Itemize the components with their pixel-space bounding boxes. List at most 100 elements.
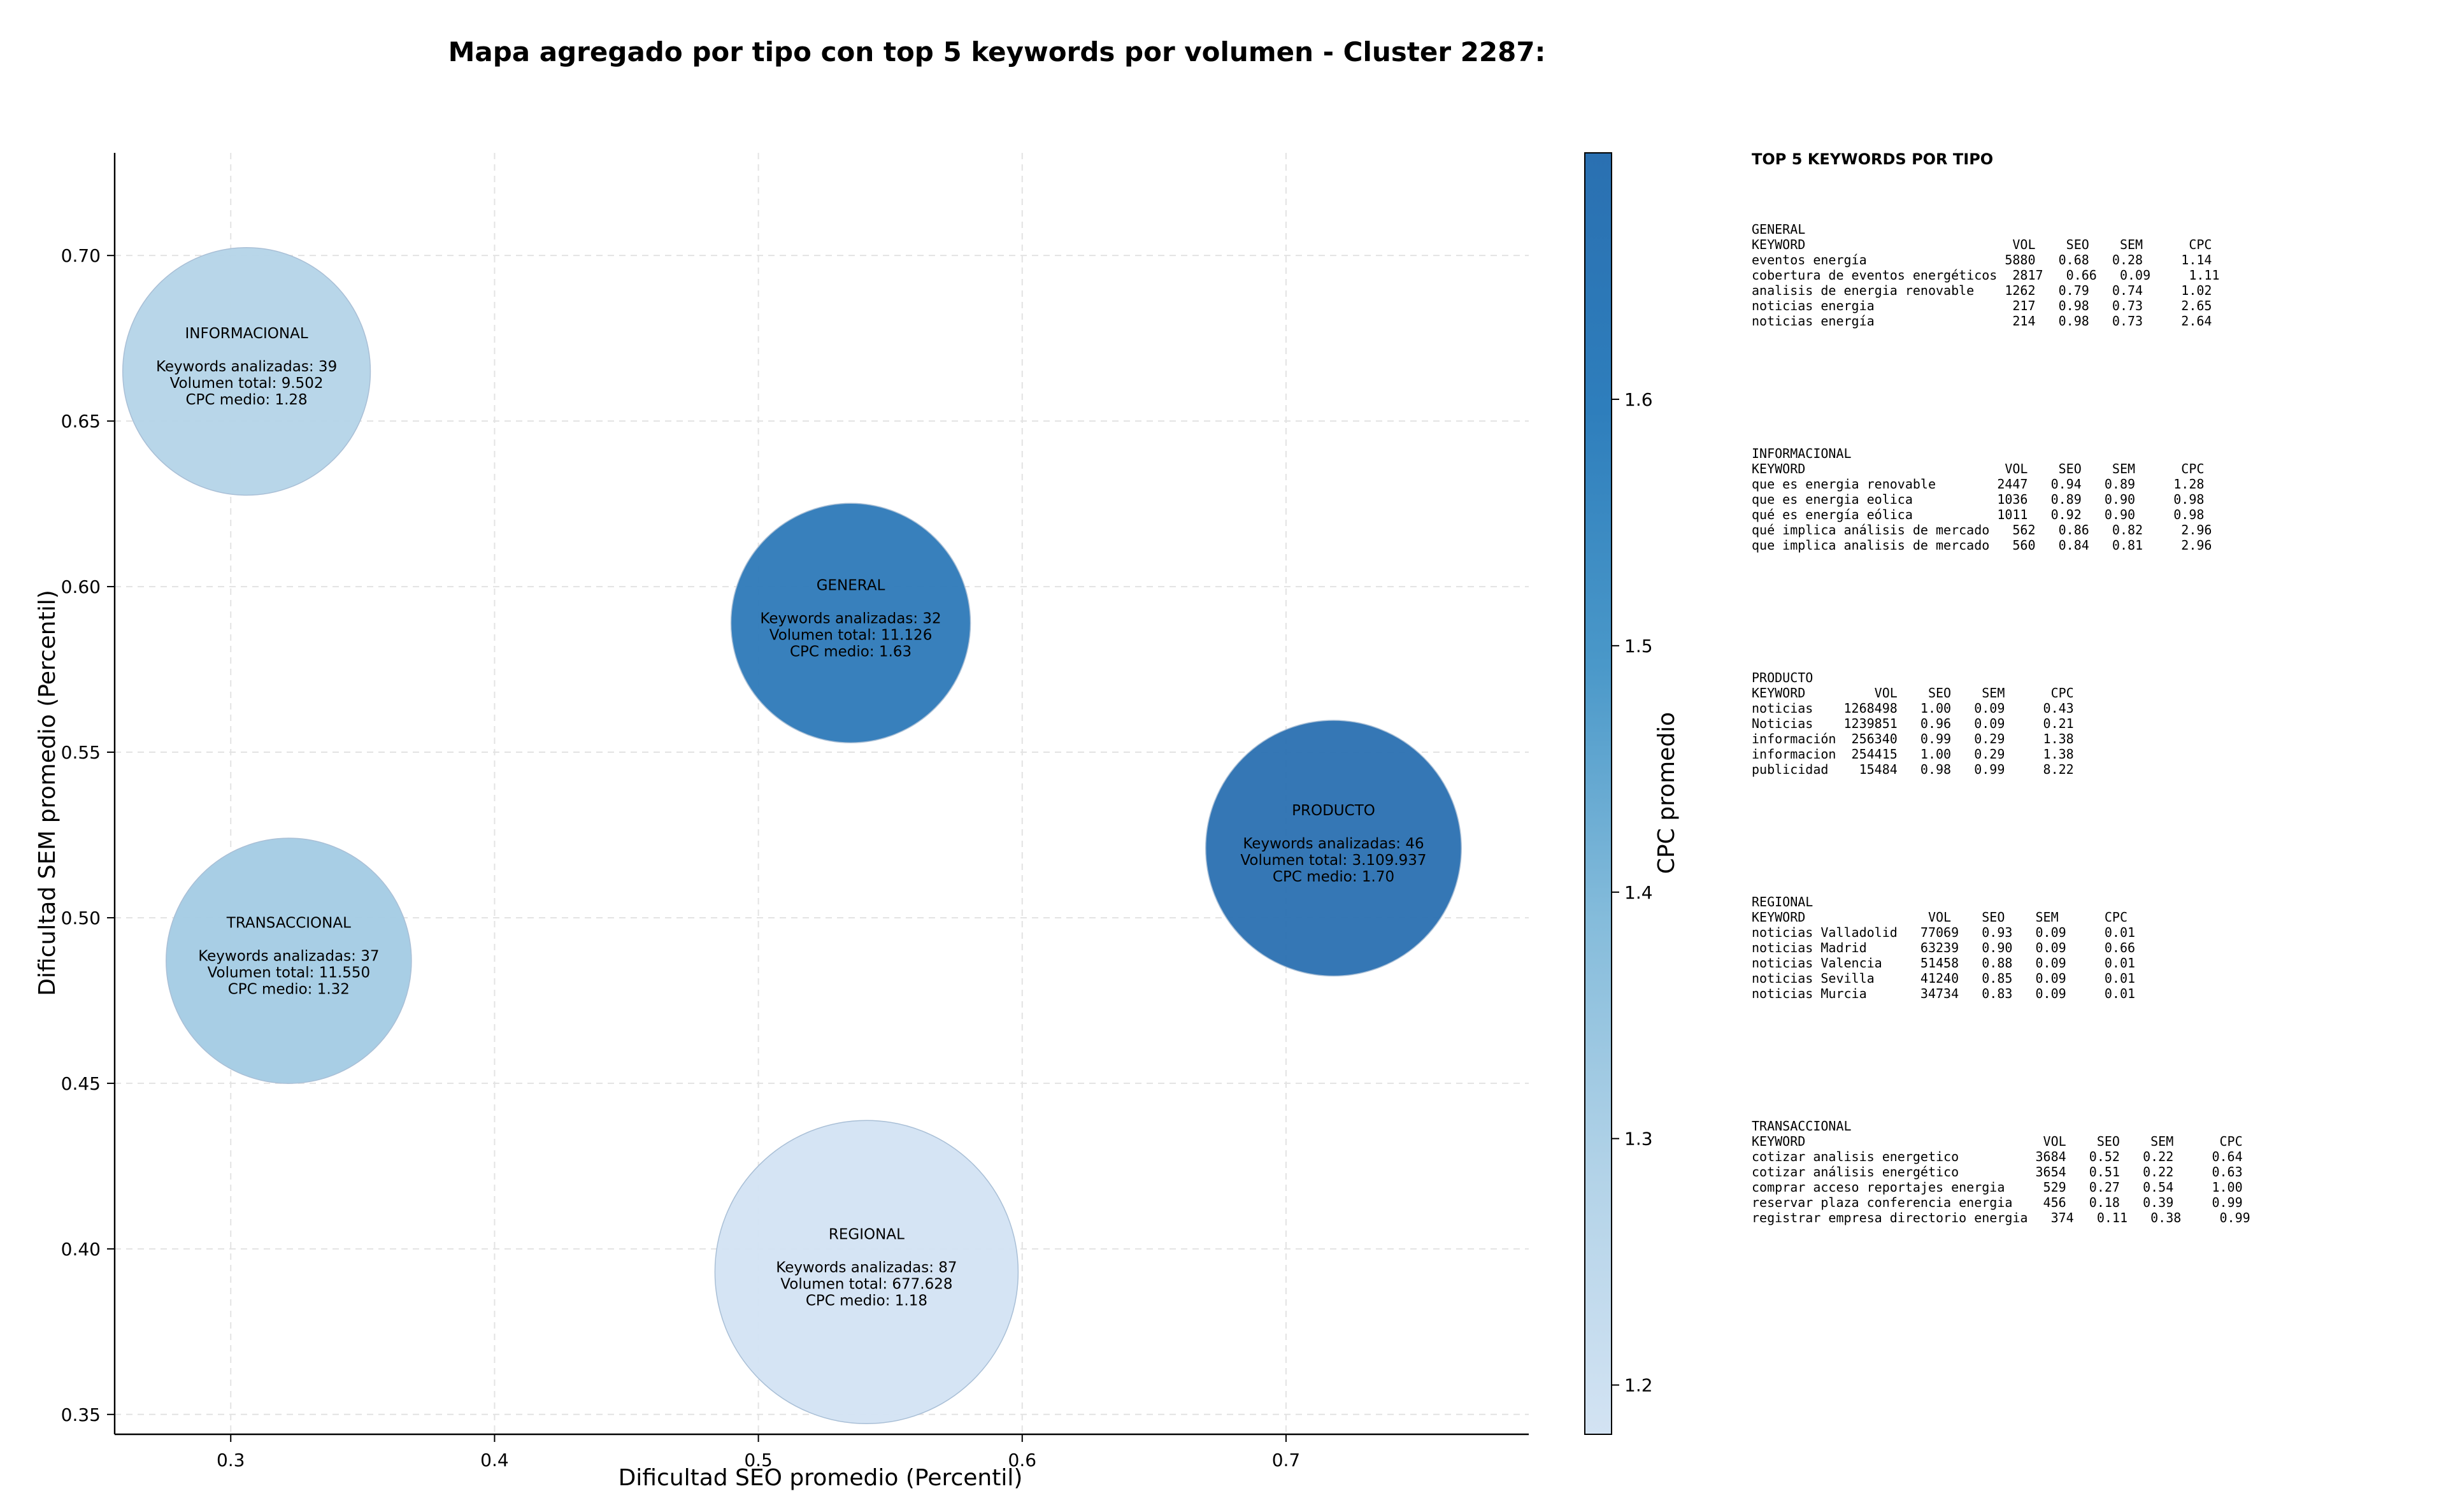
- table-line: noticias 1268498 1.00 0.09 0.43: [1752, 701, 2074, 716]
- table-line: TRANSACCIONAL: [1752, 1118, 1852, 1134]
- bubble-detail: Volumen total: 677.628: [780, 1276, 952, 1292]
- colorbar-tick-label: 1.2: [1624, 1375, 1653, 1396]
- bubble-detail: Keywords analizadas: 46: [1243, 836, 1424, 852]
- axes: 0.3 0.4 0.5 0.6 0.7 0.35 0.40 0.45 0.50 0.55 0.60 0…: [61, 153, 1529, 1471]
- table-regional: REGIONAL KEYWORD VOL SEO SEM CPC noticias …: [1752, 894, 2427, 1001]
- bubble-detail: CPC medio: 1.63: [790, 643, 912, 660]
- table-line: GENERAL: [1752, 222, 1806, 237]
- x-tick-label: 0.5: [744, 1450, 773, 1471]
- colorbar-label: CPC promedio: [1654, 712, 1680, 874]
- table-general: GENERAL KEYWORD VOL SEO SEM CPC eventos en…: [1752, 222, 2427, 329]
- bubble-detail: Volumen total: 9.502: [170, 375, 324, 392]
- colorbar-tick-label: 1.3: [1624, 1129, 1653, 1150]
- table-line: noticias energía 214 0.98 0.73 2.64: [1752, 313, 2212, 329]
- bubble-label: INFORMACIONAL: [185, 325, 308, 342]
- bubble-circle: [714, 1120, 1019, 1425]
- y-tick-label: 0.35: [61, 1404, 101, 1425]
- bubble-transaccional: TRANSACCIONAL Keywords analizadas: 37Volu…: [166, 838, 412, 1084]
- table-line: que es energia eolica 1036 0.89 0.90 0.9…: [1752, 492, 2205, 507]
- bubble-detail: CPC medio: 1.70: [1273, 869, 1394, 885]
- table-line: registrar empresa directorio energia 374…: [1752, 1210, 2250, 1225]
- bubble-detail: CPC medio: 1.32: [228, 981, 350, 998]
- y-axis-label: Dificultad SEM promedio (Percentil): [34, 590, 61, 996]
- table-line: informacion 254415 1.00 0.29 1.38: [1752, 746, 2074, 762]
- table-producto: PRODUCTO KEYWORD VOL SEO SEM CPC noticias …: [1752, 670, 2427, 777]
- table-line: KEYWORD VOL SEO SEM CPC: [1752, 909, 2128, 925]
- bubble-informacional: INFORMACIONAL Keywords analizadas: 39Volu…: [122, 247, 371, 496]
- table-line: noticias energia 217 0.98 0.73 2.65: [1752, 298, 2212, 313]
- x-tick-label: 0.3: [217, 1450, 245, 1471]
- colorbar-tick-label: 1.4: [1624, 882, 1653, 903]
- table-line: noticias Sevilla 41240 0.85 0.09 0.01: [1752, 971, 2136, 986]
- table-line: cotizar analisis energetico 3684 0.52 0.…: [1752, 1149, 2243, 1164]
- table-line: cotizar análisis energético 3654 0.51 0.…: [1752, 1164, 2243, 1180]
- bubble-label: GENERAL: [817, 577, 885, 594]
- table-line: Noticias 1239851 0.96 0.09 0.21: [1752, 716, 2074, 731]
- table-line: REGIONAL: [1752, 894, 1813, 909]
- y-tick-label: 0.60: [61, 576, 101, 597]
- y-tick-label: 0.45: [61, 1073, 101, 1094]
- x-axis-label: Dificultad SEO promedio (Percentil): [619, 1465, 1023, 1491]
- y-tick-label: 0.50: [61, 908, 101, 929]
- bubble-label: PRODUCTO: [1292, 802, 1375, 819]
- y-tick-label: 0.70: [61, 245, 101, 266]
- bubble-detail: CPC medio: 1.28: [185, 392, 307, 408]
- table-line: que es energia renovable 2447 0.94 0.89 …: [1752, 476, 2205, 492]
- y-tick-label: 0.40: [61, 1239, 101, 1260]
- table-line: noticias Valladolid 77069 0.93 0.09 0.01: [1752, 925, 2136, 940]
- table-line: KEYWORD VOL SEO SEM CPC: [1752, 237, 2212, 252]
- bubble-detail: Volumen total: 3.109.937: [1240, 852, 1426, 869]
- table-line: PRODUCTO: [1752, 670, 1813, 685]
- keywords-tables: TOP 5 KEYWORDS POR TIPO GENERAL KEYWORD V…: [1752, 150, 2427, 1225]
- table-line: noticias Murcia 34734 0.83 0.09 0.01: [1752, 986, 2136, 1001]
- bubble-detail: Keywords analizadas: 87: [776, 1259, 957, 1276]
- bubble-label: REGIONAL: [829, 1226, 905, 1243]
- bubble-detail: Keywords analizadas: 39: [156, 359, 337, 375]
- table-line: qué implica análisis de mercado 562 0.86…: [1752, 522, 2212, 538]
- table-line: INFORMACIONAL: [1752, 446, 1852, 461]
- table-line: noticias Valencia 51458 0.88 0.09 0.01: [1752, 955, 2136, 971]
- table-line: publicidad 15484 0.98 0.99 8.22: [1752, 762, 2074, 777]
- table-line: analisis de energia renovable 1262 0.79 …: [1752, 283, 2212, 298]
- bubble-detail: CPC medio: 1.18: [806, 1292, 927, 1309]
- y-tick-label: 0.65: [61, 411, 101, 432]
- table-line: que implica analisis de mercado 560 0.84…: [1752, 538, 2212, 553]
- table-line: KEYWORD VOL SEO SEM CPC: [1752, 1134, 2243, 1149]
- bubble-circle: [1205, 720, 1462, 977]
- colorbar-gradient: [1584, 152, 1612, 1435]
- bubble-detail: Volumen total: 11.126: [769, 627, 933, 643]
- table-line: noticias Madrid 63239 0.90 0.09 0.66: [1752, 940, 2136, 955]
- colorbar-tick-label: 1.6: [1624, 389, 1653, 410]
- bubble-circle: [166, 838, 412, 1084]
- table-line: eventos energía 5880 0.68 0.28 1.14: [1752, 252, 2212, 267]
- tables-blocks: GENERAL KEYWORD VOL SEO SEM CPC eventos en…: [1752, 222, 2427, 1225]
- table-transaccional: TRANSACCIONAL KEYWORD VOL SEO SEM CPC coti…: [1752, 1118, 2427, 1225]
- bubble-detail: Keywords analizadas: 32: [760, 610, 941, 627]
- table-line: qué es energía eólica 1011 0.92 0.90 0.9…: [1752, 507, 2205, 522]
- bubble-detail: Keywords analizadas: 37: [198, 948, 379, 965]
- colorbar-tick-label: 1.5: [1624, 636, 1653, 657]
- bubble-detail: Volumen total: 11.550: [208, 965, 371, 981]
- bubble-circle: [122, 247, 371, 496]
- table-line: reservar plaza conferencia energia 456 0…: [1752, 1195, 2243, 1210]
- x-tick-label: 0.4: [480, 1450, 509, 1471]
- y-tick-label: 0.55: [61, 742, 101, 763]
- table-line: comprar acceso reportajes energia 529 0.…: [1752, 1180, 2243, 1195]
- table-line: cobertura de eventos energéticos 2817 0.…: [1752, 267, 2220, 283]
- bubble-circle: [730, 503, 971, 744]
- table-line: información 256340 0.99 0.29 1.38: [1752, 731, 2074, 746]
- x-tick-label: 0.6: [1008, 1450, 1037, 1471]
- x-tick-label: 0.7: [1272, 1450, 1301, 1471]
- tables-title: TOP 5 KEYWORDS POR TIPO: [1752, 150, 1994, 168]
- table-line: KEYWORD VOL SEO SEM CPC: [1752, 461, 2205, 476]
- table-informacional: INFORMACIONAL KEYWORD VOL SEO SEM CPC que …: [1752, 446, 2427, 553]
- colorbar: 1.2 1.3 1.4 1.5 1.6: [1584, 152, 1653, 1435]
- bubble-label: TRANSACCIONAL: [226, 915, 351, 932]
- table-line: KEYWORD VOL SEO SEM CPC: [1752, 685, 2074, 701]
- chart-title: Mapa agregado por tipo con top 5 keyword…: [448, 36, 1546, 68]
